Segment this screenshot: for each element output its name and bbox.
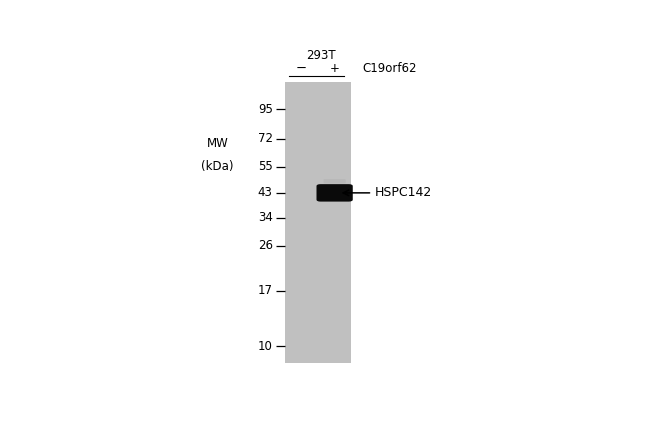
- Text: HSPC142: HSPC142: [375, 187, 432, 199]
- Text: −: −: [296, 62, 307, 75]
- Text: 55: 55: [258, 160, 272, 173]
- Text: 17: 17: [257, 284, 272, 297]
- FancyBboxPatch shape: [317, 184, 353, 202]
- Text: MW: MW: [207, 137, 228, 150]
- Text: +: +: [330, 62, 339, 75]
- Text: 43: 43: [258, 187, 272, 199]
- Text: (kDa): (kDa): [201, 160, 233, 173]
- Text: 34: 34: [258, 211, 272, 224]
- Text: C19orf62: C19orf62: [362, 62, 417, 75]
- Text: 10: 10: [258, 340, 272, 353]
- FancyBboxPatch shape: [324, 179, 346, 184]
- Text: 293T: 293T: [306, 49, 335, 62]
- Text: 72: 72: [257, 132, 272, 145]
- Bar: [285, 82, 351, 363]
- Text: 95: 95: [258, 103, 272, 116]
- Text: 26: 26: [257, 239, 272, 252]
